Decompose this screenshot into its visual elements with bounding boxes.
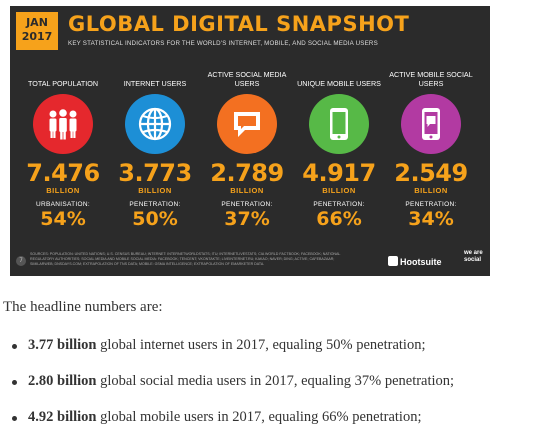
mobile-penetration-value: 66% [316,208,362,230]
stat-column-internet: INTERNET USERS 3.773 BILLION PENETRATION… [110,66,200,230]
stat-column-mobile-social: ACTIVE MOBILE SOCIAL USERS 2.549 BILLION… [386,66,476,230]
social-penetration-label: PENETRATION: [221,201,273,208]
people-icon [33,94,93,154]
urbanisation-value: 54% [40,208,86,230]
list-item: 2.80 billion global social media users i… [0,373,535,409]
column-label: UNIQUE MOBILE USERS [297,79,381,88]
bullet-bold: 4.92 billion [28,409,97,425]
population-value: 7.476 [26,159,100,187]
date-year: 2017 [21,30,53,43]
internet-users-unit: BILLION [138,186,172,195]
slide-title: GLOBAL DIGITAL SNAPSHOT [68,12,410,36]
globe-icon [125,94,185,154]
internet-penetration-value: 50% [132,208,178,230]
mobile-penetration-label: PENETRATION: [313,201,365,208]
column-label: ACTIVE SOCIAL MEDIA USERS [207,70,287,88]
date-month: JAN [26,16,48,29]
population-unit: BILLION [46,186,80,195]
date-badge: JAN 2017 [16,12,58,50]
mobile-users-value: 4.917 [302,159,376,187]
stat-column-population: TOTAL POPULATION 7.476 BILLION URBANISAT… [18,66,108,230]
bullet-bold: 3.77 billion [28,337,97,353]
social-users-unit: BILLION [230,186,264,195]
mobile-social-penetration-value: 34% [408,208,454,230]
list-item: 4.92 billion global mobile users in 2017… [0,409,535,434]
column-label: INTERNET USERS [123,79,187,88]
slide-subtitle: KEY STATISTICAL INDICATORS FOR THE WORLD… [68,40,378,47]
mobile-social-users-value: 2.549 [394,159,468,187]
phone-chat-icon [401,94,461,154]
bullet-text: global social media users in 2017, equal… [96,373,455,389]
bullet-bold: 2.80 billion [28,373,97,389]
mobile-social-users-unit: BILLION [414,186,448,195]
page-number: 7 [16,256,26,266]
phone-icon [309,94,369,154]
internet-penetration-label: PENETRATION: [129,201,181,208]
owl-icon [388,256,398,266]
hootsuite-wordmark: Hootsuite [400,257,442,267]
headline-list: 3.77 billion global internet users in 20… [0,337,535,434]
bullet-text: global internet users in 2017, equaling … [96,337,426,353]
stat-columns: TOTAL POPULATION 7.476 BILLION URBANISAT… [10,66,490,246]
column-label: TOTAL POPULATION [27,79,99,88]
mobile-social-penetration-label: PENETRATION: [405,201,457,208]
article-headline: The headline numbers are: [3,299,163,315]
stat-column-mobile: UNIQUE MOBILE USERS 4.917 BILLION PENETR… [294,66,384,230]
urbanisation-label: URBANISATION: [36,201,90,208]
bullet-text: global mobile users in 2017, equaling 66… [96,409,422,425]
infographic-slide: JAN 2017 GLOBAL DIGITAL SNAPSHOT KEY STA… [10,6,490,276]
speech-bubble-icon [217,94,277,154]
we-are-social-logo: we are social [464,250,483,263]
social-users-value: 2.789 [210,159,284,187]
column-label: ACTIVE MOBILE SOCIAL USERS [389,70,473,88]
social-penetration-value: 37% [224,208,270,230]
stat-column-social: ACTIVE SOCIAL MEDIA USERS 2.789 BILLION … [202,66,292,230]
sources-text: SOURCES: POPULATION: UNITED NATIONS; U.S… [30,252,341,266]
hootsuite-logo: Hootsuite [388,256,442,267]
internet-users-value: 3.773 [118,159,192,187]
list-item: 3.77 billion global internet users in 20… [0,337,535,373]
mobile-users-unit: BILLION [322,186,356,195]
